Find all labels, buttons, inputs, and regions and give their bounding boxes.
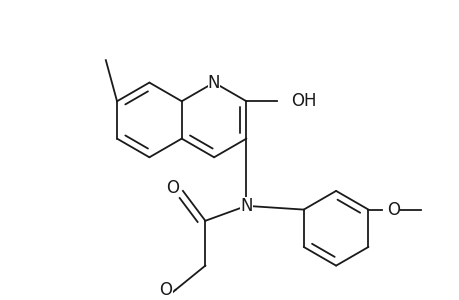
Text: OH: OH bbox=[290, 92, 315, 110]
Text: O: O bbox=[159, 281, 172, 299]
Text: O: O bbox=[166, 179, 179, 197]
Text: N: N bbox=[207, 74, 220, 92]
Text: O: O bbox=[386, 201, 399, 219]
Text: N: N bbox=[240, 197, 252, 215]
